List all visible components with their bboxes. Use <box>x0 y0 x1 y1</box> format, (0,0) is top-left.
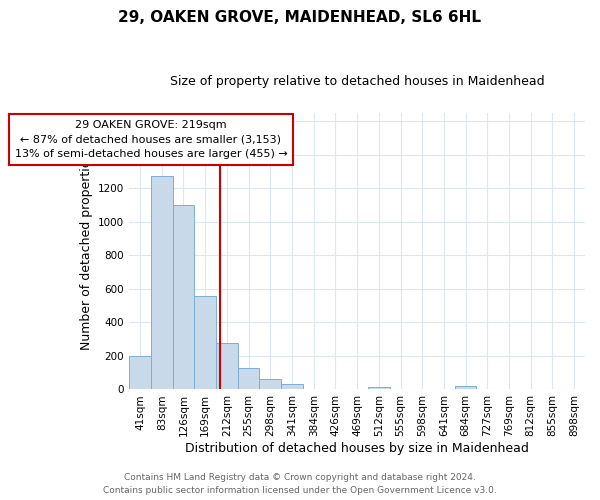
Bar <box>173 205 194 390</box>
Bar <box>216 344 238 390</box>
Bar <box>238 368 259 390</box>
Text: 29 OAKEN GROVE: 219sqm
← 87% of detached houses are smaller (3,153)
13% of semi-: 29 OAKEN GROVE: 219sqm ← 87% of detached… <box>14 120 287 160</box>
Bar <box>129 356 151 390</box>
Bar <box>455 386 476 390</box>
Text: Contains HM Land Registry data © Crown copyright and database right 2024.
Contai: Contains HM Land Registry data © Crown c… <box>103 474 497 495</box>
Bar <box>259 379 281 390</box>
Bar <box>151 176 173 390</box>
Title: Size of property relative to detached houses in Maidenhead: Size of property relative to detached ho… <box>170 75 544 88</box>
Bar <box>281 384 303 390</box>
Text: 29, OAKEN GROVE, MAIDENHEAD, SL6 6HL: 29, OAKEN GROVE, MAIDENHEAD, SL6 6HL <box>119 10 482 25</box>
Bar <box>194 296 216 390</box>
Y-axis label: Number of detached properties: Number of detached properties <box>80 152 92 350</box>
Bar <box>368 387 389 390</box>
X-axis label: Distribution of detached houses by size in Maidenhead: Distribution of detached houses by size … <box>185 442 529 455</box>
